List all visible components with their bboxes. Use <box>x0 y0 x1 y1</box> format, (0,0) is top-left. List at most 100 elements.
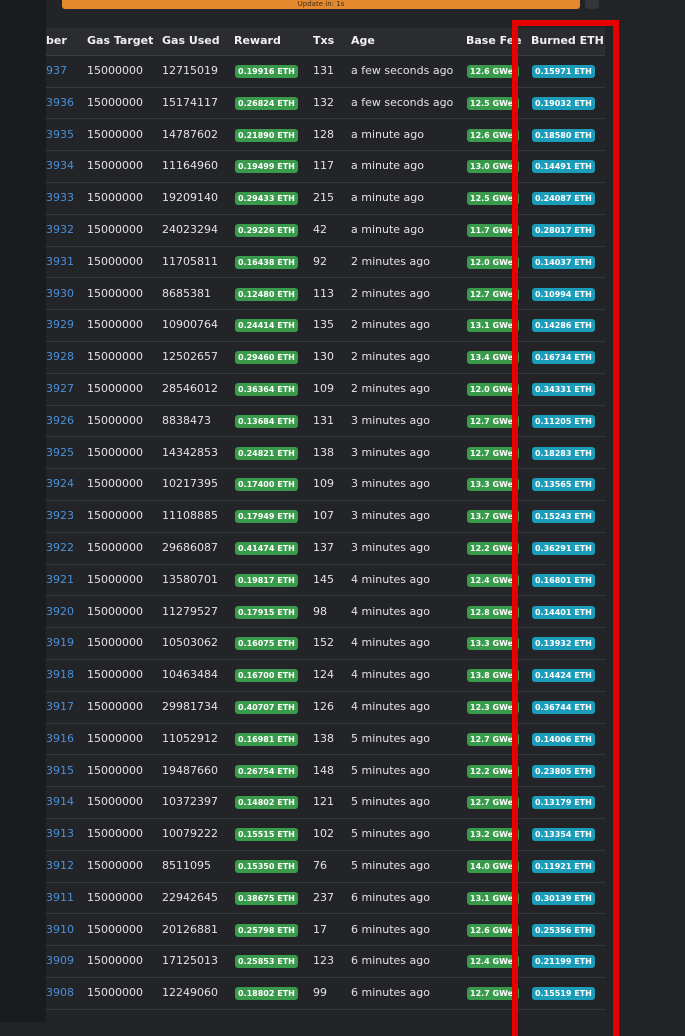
block-number[interactable]: 3917 <box>46 700 74 713</box>
txs: 135 <box>313 318 334 332</box>
block-number[interactable]: 3935 <box>46 127 74 141</box>
gas-target: 15000000 <box>87 795 143 809</box>
burned-eth: 0.23805 ETH <box>532 764 595 778</box>
block-number[interactable]: 3936 <box>46 95 74 109</box>
reward: 0.24414 ETH <box>235 319 298 333</box>
gas-target: 15000000 <box>87 954 143 968</box>
block-number[interactable]: 3929 <box>46 318 74 332</box>
burned-eth: 0.16801 ETH <box>532 573 595 587</box>
gas-used: 19487660 <box>162 763 218 777</box>
row-divider <box>46 817 605 819</box>
block-number[interactable]: 3914 <box>46 795 74 809</box>
gas-used: 29686087 <box>162 541 218 554</box>
block-number[interactable]: 3909 <box>46 954 74 968</box>
block-number[interactable]: 3915 <box>46 763 74 777</box>
burned-eth: 0.16734 ETH <box>532 351 595 365</box>
row-divider <box>46 1008 605 1010</box>
block-number[interactable]: 3912 <box>46 859 74 872</box>
reward: 0.17400 ETH <box>235 478 298 492</box>
base-fee: 12.0 GWei <box>467 255 519 269</box>
gas-used: 12249060 <box>162 986 218 1000</box>
block-number[interactable]: 3931 <box>46 254 74 268</box>
age: 2 minutes ago <box>351 350 430 364</box>
gas-target: 15000000 <box>87 922 143 936</box>
block-number[interactable]: 3928 <box>46 350 74 364</box>
age: 5 minutes ago <box>351 859 430 872</box>
burned-eth: 0.28017 ETH <box>532 224 595 237</box>
txs: 123 <box>313 954 334 968</box>
block-number[interactable]: 3916 <box>46 731 74 745</box>
row-divider <box>46 340 605 342</box>
txs: 99 <box>313 986 327 1000</box>
txs: 109 <box>313 477 334 491</box>
block-number[interactable]: 3927 <box>46 382 74 395</box>
block-number[interactable]: 3921 <box>46 572 74 586</box>
txs: 128 <box>313 127 334 141</box>
reward: 0.40707 ETH <box>235 701 298 714</box>
gas-used: 14787602 <box>162 127 218 141</box>
base-fee: 12.2 GWei <box>467 764 519 778</box>
block-number[interactable]: 3913 <box>46 827 74 841</box>
block-number[interactable]: 3933 <box>46 191 74 205</box>
reward: 0.29460 ETH <box>235 351 298 365</box>
block-number[interactable]: 3922 <box>46 541 74 554</box>
burned-eth: 0.10994 ETH <box>532 287 595 301</box>
block-number[interactable]: 937 <box>46 64 67 77</box>
gas-used: 24023294 <box>162 223 218 236</box>
gas-used: 11705811 <box>162 254 218 268</box>
reward: 0.16981 ETH <box>235 732 298 746</box>
reward: 0.26824 ETH <box>235 96 298 110</box>
gas-used: 10503062 <box>162 636 218 650</box>
txs: 76 <box>313 859 327 872</box>
gas-used: 11164960 <box>162 159 218 173</box>
block-number[interactable]: 3918 <box>46 668 74 682</box>
row-divider <box>46 404 605 406</box>
base-fee: 11.7 GWei <box>467 224 519 237</box>
age: a minute ago <box>351 127 424 141</box>
block-number[interactable]: 3919 <box>46 636 74 650</box>
age: 2 minutes ago <box>351 318 430 332</box>
txs: 131 <box>313 413 334 427</box>
burned-eth: 0.36744 ETH <box>532 701 595 714</box>
base-fee: 12.4 GWei <box>467 955 519 969</box>
gas-used: 12502657 <box>162 350 218 364</box>
reward: 0.25798 ETH <box>235 923 298 937</box>
row-divider <box>46 118 605 120</box>
row-divider <box>46 690 605 692</box>
row-divider <box>46 754 605 756</box>
block-number[interactable]: 3932 <box>46 223 74 236</box>
gas-target: 15000000 <box>87 477 143 491</box>
row-divider <box>46 309 605 311</box>
txs: 109 <box>313 382 334 395</box>
row-divider <box>46 531 605 533</box>
block-number[interactable]: 3930 <box>46 286 74 300</box>
burned-eth: 0.14006 ETH <box>532 732 595 746</box>
base-fee: 12.7 GWei <box>467 446 519 460</box>
gas-target: 15000000 <box>87 509 143 523</box>
block-number[interactable]: 3908 <box>46 986 74 1000</box>
block-number[interactable]: 3910 <box>46 922 74 936</box>
gas-target: 15000000 <box>87 890 143 904</box>
age: 6 minutes ago <box>351 922 430 936</box>
row-divider <box>46 658 605 660</box>
row-divider <box>46 245 605 247</box>
reward: 0.19499 ETH <box>235 160 298 174</box>
reward: 0.36364 ETH <box>235 383 298 396</box>
burned-eth: 0.15971 ETH <box>532 65 595 78</box>
gas-used: 10217395 <box>162 477 218 491</box>
block-number[interactable]: 3925 <box>46 445 74 459</box>
block-number[interactable]: 3920 <box>46 604 74 618</box>
block-number[interactable]: 3924 <box>46 477 74 491</box>
block-number[interactable]: 3923 <box>46 509 74 523</box>
burned-eth: 0.18283 ETH <box>532 446 595 460</box>
burned-eth: 0.36291 ETH <box>532 542 595 555</box>
txs: 148 <box>313 763 334 777</box>
age: 5 minutes ago <box>351 731 430 745</box>
base-fee: 12.7 GWei <box>467 414 519 428</box>
block-number[interactable]: 3934 <box>46 159 74 173</box>
gas-target: 15000000 <box>87 827 143 841</box>
block-number[interactable]: 3926 <box>46 413 74 427</box>
gas-used: 10463484 <box>162 668 218 682</box>
block-number[interactable]: 3911 <box>46 890 74 904</box>
gas-target: 15000000 <box>87 95 143 109</box>
